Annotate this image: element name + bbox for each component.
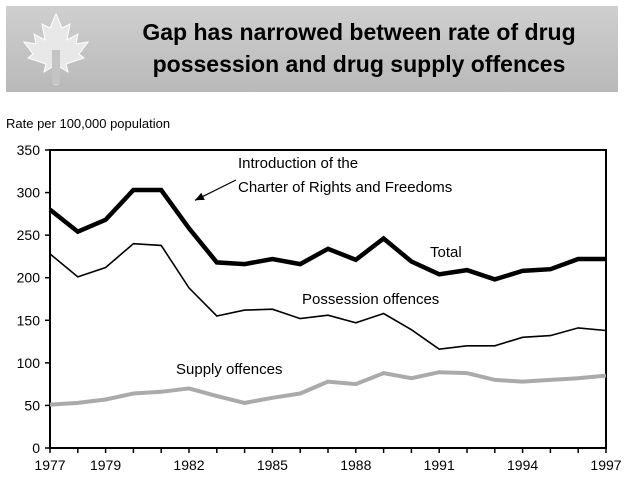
y-tick-label: 150	[17, 312, 41, 328]
y-tick-label: 100	[17, 355, 41, 371]
header-banner: Gap has narrowed between rate of drug po…	[6, 6, 618, 92]
series-label-possession-offences: Possession offences	[302, 291, 439, 308]
y-tick-label: 50	[24, 397, 40, 413]
chart-title: Gap has narrowed between rate of drug po…	[104, 16, 614, 80]
x-tick-label: 1991	[424, 457, 455, 473]
annotation-arrow-head	[195, 192, 205, 201]
y-tick-label: 350	[17, 142, 41, 158]
series-line-possession-offences	[49, 242, 607, 351]
y-tick-label: 200	[17, 270, 41, 286]
annotation-line-1: Introduction of the	[238, 155, 358, 172]
x-tick-label: 1977	[34, 457, 65, 473]
x-tick-label: 1997	[590, 457, 621, 473]
x-tick-label: 1985	[257, 457, 288, 473]
x-tick-label: 1994	[507, 457, 538, 473]
series-label-supply-offences: Supply offences	[176, 361, 282, 378]
x-tick-label: 1988	[340, 457, 371, 473]
title-line-2: possession and drug supply offences	[152, 51, 566, 77]
annotation-line-2: Charter of Rights and Freedoms	[238, 179, 452, 196]
y-axis-label: Rate per 100,000 population	[6, 116, 171, 131]
series-line-total	[48, 187, 606, 282]
y-tick-label: 0	[32, 440, 40, 456]
title-line-1: Gap has narrowed between rate of drug	[142, 19, 576, 45]
x-tick-label: 1979	[90, 457, 121, 473]
maple-leaf-icon	[22, 12, 90, 85]
x-tick-label: 1982	[173, 457, 204, 473]
series-label-total: Total	[430, 244, 462, 261]
y-tick-label: 250	[17, 227, 41, 243]
series-line-supply-offences	[49, 370, 607, 407]
y-tick-label: 300	[17, 185, 41, 201]
